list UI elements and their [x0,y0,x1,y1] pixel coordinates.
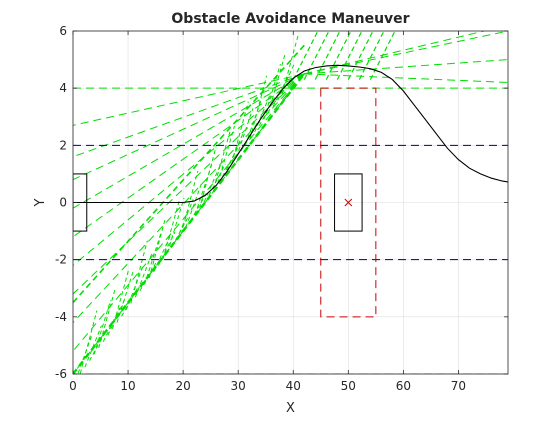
x-tick-label: 60 [396,379,411,393]
ray-hatch-line [185,180,203,228]
y-tick-label: 2 [59,138,67,152]
x-tick-label: 40 [286,379,301,393]
ray-hatch-line [167,197,185,253]
ray-hatch-line [208,163,226,196]
ray-hatch-line [162,199,180,260]
path-line [73,64,508,204]
ray-hatch-line [77,333,93,374]
x-tick-label: 0 [69,379,77,393]
fan-ray-right [304,73,508,83]
fan-ray-left [73,73,305,266]
ray-hatch-line [258,95,277,126]
ray-hatch-line [111,268,130,330]
fan-ray-left [73,73,305,238]
fan-ray-steep [303,31,330,80]
ray-hatch-line [249,75,268,139]
x-tick-label: 10 [120,379,135,393]
fan-ray-left [73,73,305,352]
ray-hatch-line [190,192,208,222]
ray-hatch-line [235,108,254,158]
fan-ray-steep [292,31,319,80]
plot-area [73,31,508,374]
chart-title: Obstacle Avoidance Maneuver [171,11,409,27]
fan-ray-left [73,73,305,158]
ray-hatch-line [79,310,98,374]
fan-ray-steep [347,31,374,80]
obstacle-box [334,173,363,232]
fan-ray-left [73,73,305,374]
ray-hatch-line [93,299,112,355]
y-tick-label: 6 [59,24,67,38]
fan-ray-right [304,59,508,75]
fan-ray-left [73,73,305,295]
fan-ray-left [73,73,305,209]
fan-ray-left [73,73,305,181]
x-tick-label: 20 [175,379,190,393]
fan-ray-steep [314,31,341,80]
ray-hatch-line [254,91,272,133]
fan-ray-left [73,73,305,323]
ray-boundary-upper [73,44,305,304]
fan-ray-steep [358,31,385,80]
obstacle-center-marker [344,198,353,207]
fan-ray-right [304,31,508,75]
fan-ray-left [73,73,305,126]
y-tick-label: 0 [59,196,67,210]
ray-hatch-line [217,125,235,183]
y-tick-label: -6 [55,367,67,381]
ray-hatch-line [89,330,107,361]
ray-hatch-line [134,253,153,298]
y-tick-label: -4 [55,310,67,324]
ray-hatch-line [180,170,199,234]
x-tick-label: 50 [341,379,356,393]
ray-hatch-line [281,32,300,95]
fan-ray-steep [336,31,363,80]
ray-hatch-line [148,217,167,279]
safety-zone [320,87,377,318]
x-tick-label: 70 [451,379,466,393]
ray-hatch-line [231,101,249,164]
tick-marks: 0 10 20 30 40 50 60 70 -6 -4 -2 0 2 4 6 [55,24,508,393]
y-tick-label: -2 [55,253,67,267]
x-tick-label: 30 [231,379,246,393]
fan-ray-right [304,31,487,75]
y-axis-label: Y [33,198,48,207]
ray-hatch-line [199,146,217,209]
y-tick-label: 4 [59,81,67,95]
fan-ray-steep [325,31,352,80]
ray-hatch-line [130,240,148,304]
x-axis-label: X [286,401,295,416]
